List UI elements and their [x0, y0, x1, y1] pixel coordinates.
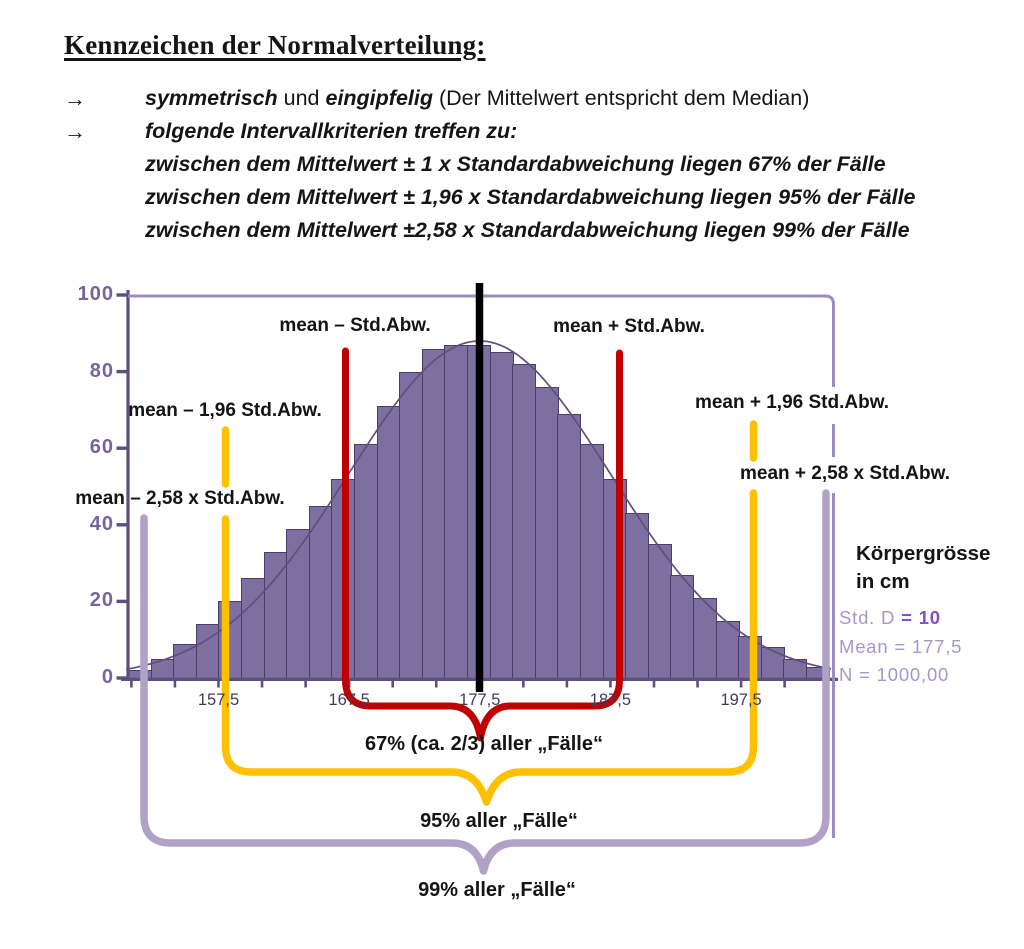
histogram-bar — [286, 528, 311, 680]
histogram-bars — [0, 260, 1024, 949]
histogram-bar — [625, 513, 650, 680]
histogram-bar — [806, 666, 830, 680]
page-title: Kennzeichen der Normalverteilung: — [64, 30, 486, 60]
arrow-icon: → — [64, 86, 86, 111]
histogram-bar — [467, 344, 491, 680]
bullet-text: symmetrisch und eingipfelig (Der Mittelw… — [145, 82, 1014, 115]
histogram-bar — [557, 413, 582, 680]
histogram-bar — [489, 352, 514, 680]
histogram-bar — [308, 505, 333, 680]
bullet-list: → symmetrisch und eingipfelig (Der Mitte… — [64, 82, 1014, 247]
histogram-bar — [399, 371, 424, 680]
bullet-bold-segment: eingipfelig — [325, 86, 433, 110]
bullet-plain-segment: und — [277, 86, 326, 110]
histogram-bar — [421, 348, 446, 680]
histogram-bar — [670, 574, 695, 680]
histogram-bar — [760, 647, 785, 680]
bullet-text: folgende Intervallkriterien treffen zu: — [145, 119, 518, 143]
histogram-bar — [263, 551, 288, 680]
histogram-bar — [647, 543, 672, 680]
histogram-bar — [602, 478, 627, 680]
histogram-bar — [715, 620, 740, 680]
bullet-plain-segment: (Der Mittelwert entspricht dem Median) — [432, 86, 810, 110]
interval-line-99: zwischen dem Mittelwert ±2,58 x Standard… — [145, 218, 910, 242]
histogram-bar — [354, 444, 378, 680]
arrow-icon: → — [64, 119, 86, 144]
histogram-bar — [195, 624, 220, 680]
histogram-bar — [738, 635, 763, 680]
histogram-bar — [444, 344, 469, 680]
histogram-bar — [218, 601, 243, 680]
bullet-bold-segment: symmetrisch — [145, 86, 278, 110]
histogram-bar — [150, 658, 175, 680]
histogram-bar — [331, 478, 356, 680]
histogram-bar — [128, 670, 152, 680]
histogram-chart: mean – Std.Abw. mean + Std.Abw. mean – 1… — [0, 260, 1024, 949]
histogram-bar — [376, 406, 401, 680]
bullet-intervallkriterien: → folgende Intervallkriterien treffen zu… — [64, 115, 1014, 148]
histogram-bar — [783, 658, 808, 680]
interval-line-67: zwischen dem Mittelwert ± 1 x Standardab… — [145, 152, 886, 176]
histogram-bar — [512, 363, 537, 680]
histogram-bar — [173, 643, 198, 680]
bullet-symmetrisch: → symmetrisch und eingipfelig (Der Mitte… — [64, 82, 1014, 115]
interval-line-95: zwischen dem Mittelwert ± 1,96 x Standar… — [145, 185, 916, 209]
histogram-bar — [693, 597, 717, 680]
histogram-bar — [534, 386, 559, 680]
histogram-bar — [241, 578, 265, 680]
histogram-bar — [580, 444, 604, 680]
